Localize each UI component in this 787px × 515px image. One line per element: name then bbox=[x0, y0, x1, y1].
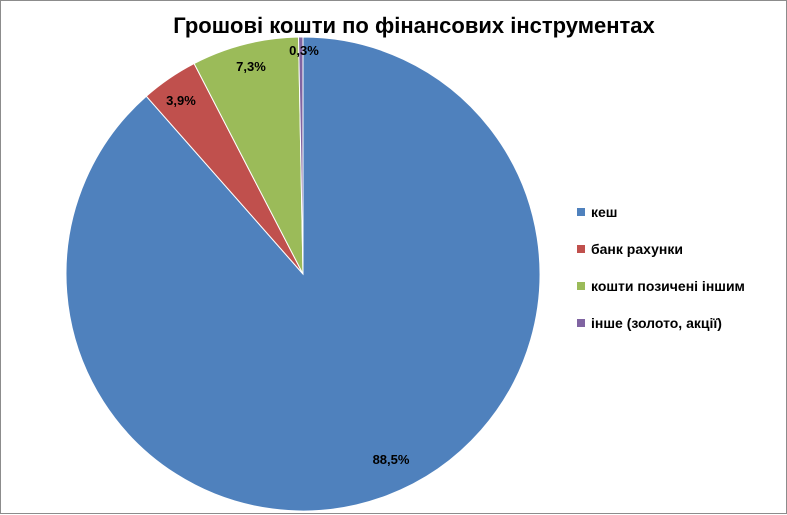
legend-label: банк рахунки bbox=[591, 240, 683, 257]
legend-label: кошти позичені іншим bbox=[591, 277, 745, 294]
legend-item-2: банк рахунки bbox=[577, 230, 745, 267]
legend-item-4: інше (золото, акції) bbox=[577, 304, 745, 341]
legend-swatch bbox=[577, 244, 585, 253]
legend-label: інше (золото, акції) bbox=[591, 314, 722, 331]
slice-label-4: 0,3% bbox=[289, 43, 319, 58]
legend-swatch bbox=[577, 207, 585, 216]
legend-swatch bbox=[577, 318, 585, 327]
legend-label: кеш bbox=[591, 203, 618, 220]
legend-item-3: кошти позичені іншим bbox=[577, 267, 745, 304]
slice-label-2: 3,9% bbox=[166, 93, 196, 108]
legend-swatch bbox=[577, 281, 585, 290]
pie-slice-3 bbox=[193, 36, 304, 275]
pie-slice-4 bbox=[298, 36, 304, 275]
chart-title: Грошові кошти по фінансових інструментах bbox=[173, 13, 655, 38]
legend: кеш банк рахунки кошти позичені іншим інше … bbox=[577, 193, 745, 341]
legend-item-1: кеш bbox=[577, 193, 745, 230]
slice-label-3: 7,3% bbox=[236, 59, 266, 74]
slice-label-1: 88,5% bbox=[373, 452, 410, 467]
